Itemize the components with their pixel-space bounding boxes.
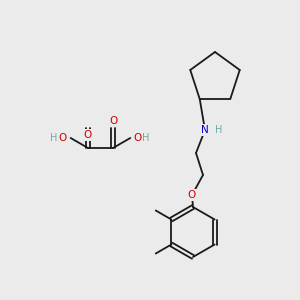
Text: H: H	[50, 133, 58, 143]
Text: N: N	[201, 125, 209, 135]
Text: O: O	[109, 116, 117, 126]
Text: O: O	[133, 133, 142, 143]
Text: O: O	[58, 133, 67, 143]
Text: H: H	[215, 125, 223, 135]
Text: O: O	[84, 130, 92, 140]
Text: H: H	[142, 133, 150, 143]
Text: O: O	[188, 190, 196, 200]
